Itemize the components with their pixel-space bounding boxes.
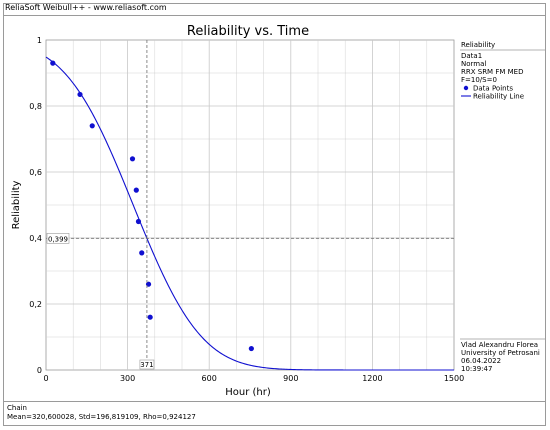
data-point [50, 60, 56, 66]
y-tick-label: 0,8 [29, 102, 42, 111]
x-tick-label: 900 [283, 374, 298, 383]
user-org: University of Petrosani [461, 349, 540, 357]
x-ticks: 0 300 600 900 1200 1500 [43, 374, 464, 383]
legend-data-points-label: Data Points [473, 85, 513, 93]
x-tick-label: 300 [120, 374, 135, 383]
user-name: Vlad Alexandru Florea [461, 341, 538, 349]
header-divider [3, 15, 546, 16]
y-tick-label: 0 [37, 366, 42, 375]
footer-label: Chain [7, 404, 27, 412]
window-header: ReliaSoft Weibull++ - www.reliasoft.com [5, 3, 167, 12]
crosshair-y-label: 0,399 [48, 235, 68, 243]
x-tick-label: 1500 [444, 374, 464, 383]
x-tick-label: 600 [202, 374, 217, 383]
grid [46, 40, 454, 370]
y-axis-label: Reliability [11, 180, 22, 229]
y-tick-label: 0,6 [29, 168, 42, 177]
x-tick-label: 1200 [362, 374, 382, 383]
x-tick-label: 0 [43, 374, 48, 383]
legend-line-2: Normal [461, 60, 486, 68]
footer-stats: Mean=320,600028, Std=196,819109, Rho=0,9… [7, 413, 196, 421]
y-ticks: 0 0,2 0,4 0,6 0,8 1 [29, 36, 42, 375]
y-tick-label: 0,2 [29, 300, 42, 309]
data-point [139, 250, 145, 256]
legend-line-label: Reliability Line [473, 93, 524, 101]
chart-title: Reliability vs. Time [187, 24, 309, 39]
legend-line-4: F=10/S=0 [461, 76, 497, 84]
legend-line-1: Data1 [461, 52, 482, 60]
crosshair-x-label-box [139, 359, 155, 370]
legend-title: Reliability [461, 41, 495, 49]
data-point [147, 314, 153, 320]
y-tick-label: 0,4 [29, 234, 42, 243]
x-axis-label: Hour (hr) [225, 387, 271, 398]
data-point [129, 156, 136, 162]
legend-line-3: RRX SRM FM MED [461, 68, 523, 76]
data-point [135, 218, 142, 225]
crosshair-x-label: 371 [140, 361, 153, 369]
data-point [89, 123, 95, 129]
user-date: 06.04.2022 [461, 357, 501, 365]
data-point [77, 91, 83, 98]
y-tick-label: 1 [37, 36, 42, 45]
marker: 0,399 371 [46, 40, 454, 370]
legend-data-point-marker [463, 85, 469, 91]
data-point [248, 345, 254, 352]
crosshair-y-label-box [46, 233, 70, 244]
reliability-line [45, 56, 454, 371]
footer-divider [3, 401, 546, 402]
data-point [133, 187, 139, 193]
user-time: 10:39:47 [461, 365, 492, 373]
